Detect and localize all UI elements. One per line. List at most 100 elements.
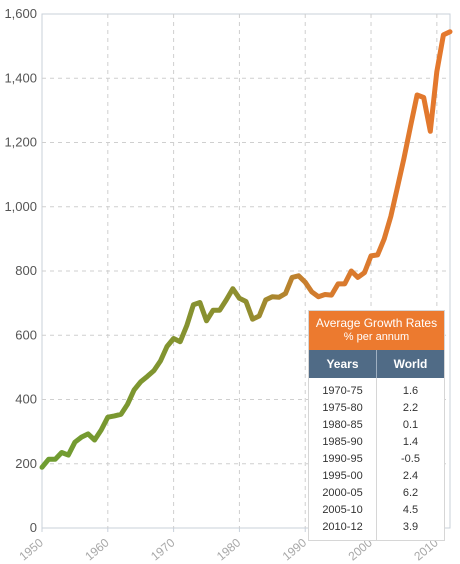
y-tick-label: 200 [15,456,37,471]
table-cell-world: 2.4 [402,470,419,482]
data-point [152,369,155,372]
data-point [376,253,379,256]
data-point [258,315,261,318]
data-point [87,432,90,435]
data-point [284,292,287,295]
data-point [310,290,313,293]
y-tick-label: 1,600 [4,6,37,21]
data-point [73,441,76,444]
table-cell-world: 1.4 [402,436,419,448]
data-point [449,30,452,33]
x-tick-label: 1990 [280,535,310,563]
table-cell-years: 2005-10 [322,504,363,516]
table-cell-world: 2.2 [402,402,419,414]
table-subtitle-text: % per annum [343,331,410,343]
table-cell-years: 1985-90 [322,436,363,448]
data-point [277,296,280,299]
data-point [350,270,353,273]
data-point [304,281,307,284]
data-point [442,33,445,36]
data-point [166,345,169,348]
table-header: Years World [309,350,444,378]
y-tick-label: 800 [15,263,37,278]
table-cell-world: 3.9 [402,521,419,533]
table-title: Average Growth Rates % per annum [309,311,444,350]
data-point [41,466,44,469]
table-title-text: Average Growth Rates [315,316,438,330]
table-cell-years: 1980-85 [322,419,363,431]
data-point [60,451,63,454]
data-point [179,340,182,343]
data-point [370,254,373,257]
table-cell-world: -0.5 [401,453,420,465]
data-point [422,96,425,99]
data-point [343,282,346,285]
data-point [126,403,129,406]
data-point [106,416,109,419]
data-point [264,298,267,301]
data-point [429,130,432,133]
x-tick-label: 1970 [148,535,178,563]
data-point [80,436,83,439]
data-point [231,287,234,290]
data-point [120,413,123,416]
y-tick-label: 400 [15,392,37,407]
series-line [39,29,453,470]
data-point [146,375,149,378]
data-point [198,301,201,304]
data-point [67,454,70,457]
y-tick-label: 600 [15,327,37,342]
data-point [133,388,136,391]
data-point [185,324,188,327]
table-cell-years: 2010-12 [322,521,363,533]
data-point [317,295,320,298]
growth-rates-table: Average Growth Rates % per annum Years W… [308,310,445,541]
y-tick-label: 1,200 [4,135,37,150]
table-cell-years: 1995-00 [322,470,363,482]
data-point [251,318,254,321]
data-point [271,295,274,298]
data-point [139,380,142,383]
table-cell-years: 1990-95 [322,453,363,465]
data-point [324,293,327,296]
x-tick-label: 1960 [82,535,112,563]
data-point [47,458,50,461]
table-cell-world: 4.5 [402,504,419,516]
world-column: 1.6 2.2 0.1 1.4 -0.5 2.4 6.2 4.5 3.9 [377,378,444,540]
data-point [402,157,405,160]
y-tick-label: 0 [30,520,37,535]
data-point [205,319,208,322]
data-point [416,94,419,97]
y-tick-label: 1,400 [4,70,37,85]
data-point [409,125,412,128]
years-column: 1970-75 1975-80 1980-85 1985-90 1990-95 … [309,378,377,540]
table-cell-world: 0.1 [402,419,419,431]
x-tick-label: 1980 [214,535,244,563]
data-point [218,309,221,312]
data-point [172,337,175,340]
table-cell-years: 2000-05 [322,487,363,499]
data-point [93,439,96,442]
y-axis: 0 200 400 600 800 1,000 1,200 1,400 1,600 [4,6,37,535]
data-point [396,186,399,189]
table-cell-world: 6.2 [402,487,419,499]
data-point [383,237,386,240]
y-tick-label: 1,000 [4,199,37,214]
data-point [291,276,294,279]
data-point [113,414,116,417]
data-point [212,309,215,312]
data-point [54,458,57,461]
table-cell-world: 1.6 [402,385,419,397]
column-header-years: Years [309,350,377,378]
data-point [225,298,228,301]
data-point [363,271,366,274]
data-point [297,274,300,277]
table-cell-years: 1975-80 [322,402,363,414]
data-point [435,70,438,73]
data-point [238,297,241,300]
data-point [245,300,248,303]
table-body: 1970-75 1975-80 1980-85 1985-90 1990-95 … [309,378,444,540]
data-point [159,359,162,362]
data-point [356,276,359,279]
data-point [100,429,103,432]
